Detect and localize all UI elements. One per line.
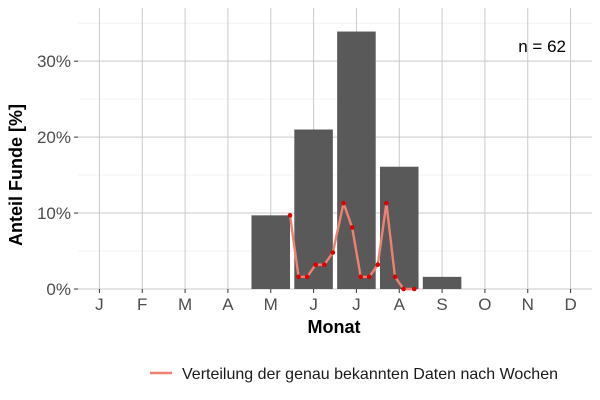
bar-s-9 — [422, 276, 462, 289]
weekly-point-10 — [366, 274, 372, 280]
x-tick-label: A — [222, 295, 234, 314]
y-axis-title: Anteil Funde [%] — [6, 104, 26, 246]
weekly-point-15 — [411, 286, 417, 292]
weekly-point-5 — [321, 262, 327, 267]
weekly-point-9 — [358, 274, 364, 280]
x-tick-label: A — [394, 295, 406, 314]
weekly-point-12 — [384, 200, 389, 206]
x-tick-label: J — [309, 295, 318, 314]
sample-size-annotation: n = 62 — [518, 37, 566, 56]
weekly-point-11 — [375, 262, 381, 267]
x-tick-label: S — [436, 295, 447, 314]
x-axis-title: Monat — [308, 317, 361, 337]
weekly-point-13 — [392, 274, 398, 280]
y-tick-label: 30% — [37, 52, 71, 71]
weekly-point-3 — [304, 274, 310, 280]
weekly-point-2 — [296, 274, 301, 280]
weekly-point-7 — [341, 200, 346, 206]
weekly-point-6 — [330, 250, 336, 255]
x-tick-label: J — [95, 295, 104, 314]
y-tick-label: 10% — [37, 204, 71, 223]
y-tick-label: 0% — [46, 280, 71, 299]
legend: Verteilung der genau bekannten Daten nac… — [150, 366, 558, 383]
bar-m-5 — [251, 215, 291, 289]
y-tick-label: 20% — [37, 128, 71, 147]
y-axis-ticks: 0% 10% 20% 30% — [37, 52, 78, 299]
legend-label: Verteilung der genau bekannten Daten nac… — [182, 366, 558, 383]
x-tick-label: M — [178, 295, 192, 314]
weekly-point-4 — [313, 262, 319, 267]
weekly-point-1 — [287, 213, 293, 218]
x-tick-label: M — [264, 295, 278, 314]
x-tick-label: F — [137, 295, 147, 314]
x-tick-label: O — [478, 295, 491, 314]
x-tick-label: N — [522, 295, 534, 314]
weekly-point-8 — [349, 225, 355, 230]
x-tick-label: D — [564, 295, 576, 314]
weekly-distribution-line — [287, 200, 417, 292]
weekly-point-14 — [401, 286, 406, 292]
x-tick-label: J — [352, 295, 361, 314]
bar-a-8 — [379, 166, 419, 289]
